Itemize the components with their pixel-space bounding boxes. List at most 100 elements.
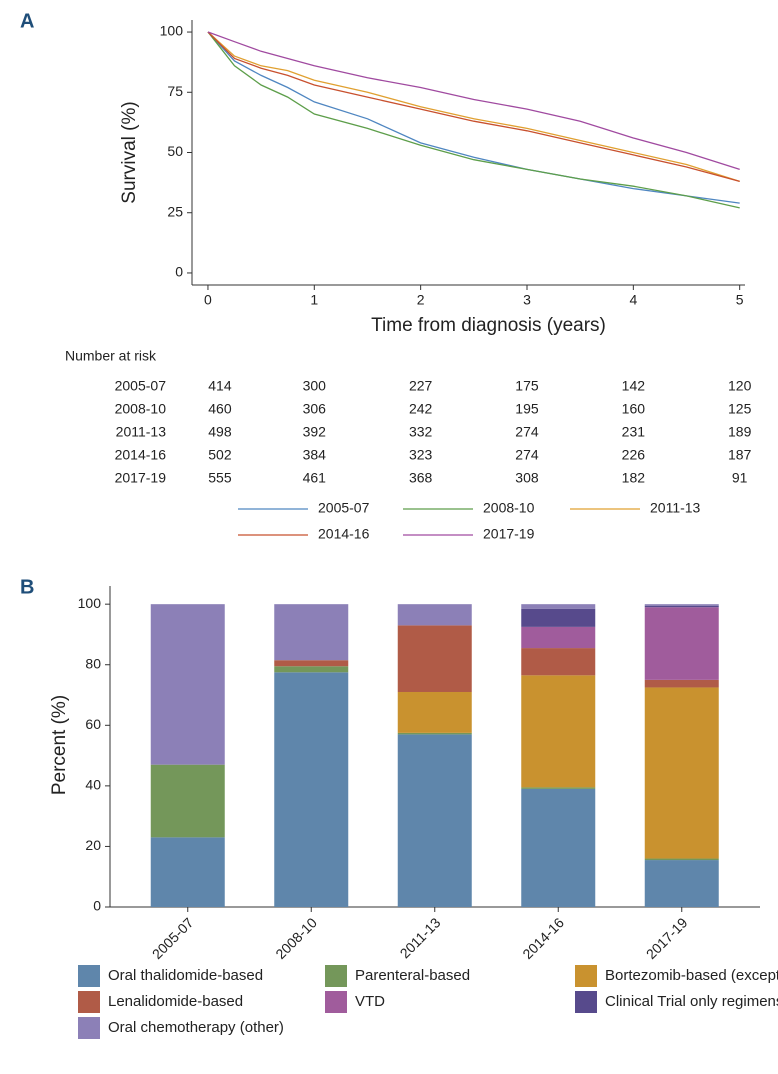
y-tick-label: 60 bbox=[85, 716, 101, 732]
risk-value: 460 bbox=[208, 401, 232, 417]
x-tick-label: 5 bbox=[736, 292, 744, 308]
legend-label: Lenalidomide-based bbox=[108, 993, 243, 1010]
x-tick-label: 3 bbox=[523, 292, 531, 308]
risk-row-label: 2005-07 bbox=[115, 378, 167, 394]
risk-row-label: 2014-16 bbox=[115, 447, 167, 463]
survival-line bbox=[207, 31, 740, 209]
bar-segment bbox=[644, 679, 719, 688]
risk-value: 300 bbox=[303, 378, 327, 394]
risk-value: 274 bbox=[515, 447, 539, 463]
risk-value: 227 bbox=[409, 378, 433, 394]
risk-value: 384 bbox=[303, 447, 327, 463]
y-tick-label: 0 bbox=[93, 898, 101, 914]
risk-value: 414 bbox=[208, 378, 232, 394]
panel-label: A bbox=[20, 10, 34, 32]
legend-swatch bbox=[575, 965, 597, 987]
legend-label: 2014-16 bbox=[318, 526, 370, 542]
legend-label: VTD bbox=[355, 993, 385, 1010]
legend-swatch bbox=[325, 991, 347, 1013]
risk-value: 555 bbox=[208, 470, 232, 486]
legend-label: Oral thalidomide-based bbox=[108, 967, 263, 984]
x-tick-label: 2017-19 bbox=[643, 914, 691, 962]
risk-value: 332 bbox=[409, 424, 433, 440]
bar-segment bbox=[521, 626, 596, 649]
y-tick-label: 20 bbox=[85, 837, 101, 853]
y-tick-label: 25 bbox=[167, 203, 183, 219]
risk-value: 182 bbox=[622, 470, 646, 486]
risk-row-label: 2008-10 bbox=[115, 401, 167, 417]
bar-segment bbox=[521, 648, 596, 676]
legend-label: Bortezomib-based (except VTD) bbox=[605, 967, 778, 984]
risk-value: 175 bbox=[515, 378, 539, 394]
legend-label: 2017-19 bbox=[483, 526, 535, 542]
bar-segment bbox=[150, 837, 225, 907]
risk-value: 189 bbox=[728, 424, 752, 440]
bar-segment bbox=[397, 691, 472, 733]
risk-value: 125 bbox=[728, 401, 752, 417]
legend-label: Oral chemotherapy (other) bbox=[108, 1019, 284, 1036]
bar-segment bbox=[150, 764, 225, 838]
bar-segment bbox=[274, 660, 349, 667]
risk-value: 461 bbox=[303, 470, 327, 486]
x-tick-label: 2014-16 bbox=[519, 914, 567, 962]
bar-segment bbox=[644, 607, 719, 680]
y-tick-label: 100 bbox=[78, 595, 102, 611]
survival-line bbox=[207, 31, 740, 183]
bar-segment bbox=[397, 732, 472, 735]
panel-label: B bbox=[20, 576, 34, 598]
y-tick-label: 40 bbox=[85, 777, 101, 793]
risk-value: 502 bbox=[208, 447, 232, 463]
risk-value: 242 bbox=[409, 401, 433, 417]
y-axis-title: Percent (%) bbox=[49, 695, 70, 795]
risk-value: 306 bbox=[303, 401, 327, 417]
bar-segment bbox=[644, 860, 719, 907]
risk-value: 274 bbox=[515, 424, 539, 440]
y-tick-label: 75 bbox=[167, 83, 183, 99]
bar-segment bbox=[521, 787, 596, 789]
legend-swatch bbox=[78, 991, 100, 1013]
x-tick-label: 2 bbox=[417, 292, 425, 308]
x-tick-label: 2011-13 bbox=[397, 914, 444, 961]
legend-swatch bbox=[78, 1017, 100, 1039]
bar-segment bbox=[397, 625, 472, 692]
bar-segment bbox=[397, 604, 472, 626]
risk-value: 187 bbox=[728, 447, 752, 463]
risk-value: 323 bbox=[409, 447, 433, 463]
x-tick-label: 0 bbox=[204, 292, 212, 308]
risk-value: 226 bbox=[622, 447, 646, 463]
x-tick-label: 2005-07 bbox=[149, 914, 197, 962]
legend-label: 2005-07 bbox=[318, 500, 370, 516]
risk-value: 120 bbox=[728, 378, 752, 394]
legend-label: Clinical Trial only regimens bbox=[605, 993, 778, 1010]
x-tick-label: 1 bbox=[310, 292, 318, 308]
bar-segment bbox=[644, 604, 719, 606]
survival-line bbox=[207, 31, 740, 183]
x-tick-label: 2008-10 bbox=[272, 914, 320, 962]
risk-table-title: Number at risk bbox=[65, 348, 157, 364]
bar-segment bbox=[274, 666, 349, 673]
risk-value: 368 bbox=[409, 470, 433, 486]
risk-value: 231 bbox=[622, 424, 646, 440]
x-tick-label: 4 bbox=[629, 292, 637, 308]
bar-segment bbox=[521, 675, 596, 788]
y-tick-label: 80 bbox=[85, 655, 101, 671]
bar-segment bbox=[644, 605, 719, 608]
bar-segment bbox=[274, 604, 349, 661]
y-axis-title: Survival (%) bbox=[119, 101, 140, 203]
bar-segment bbox=[644, 687, 719, 859]
y-tick-label: 100 bbox=[160, 23, 184, 39]
risk-value: 142 bbox=[622, 378, 646, 394]
bar-segment bbox=[150, 604, 225, 765]
survival-line bbox=[207, 31, 740, 204]
bar-segment bbox=[397, 734, 472, 907]
x-axis-title: Time from diagnosis (years) bbox=[371, 315, 606, 336]
risk-row-label: 2017-19 bbox=[115, 470, 167, 486]
risk-value: 392 bbox=[303, 424, 327, 440]
risk-value: 195 bbox=[515, 401, 539, 417]
bar-segment bbox=[644, 858, 719, 861]
legend-swatch bbox=[325, 965, 347, 987]
risk-value: 160 bbox=[622, 401, 646, 417]
survival-line bbox=[207, 31, 740, 171]
y-tick-label: 0 bbox=[175, 264, 183, 280]
